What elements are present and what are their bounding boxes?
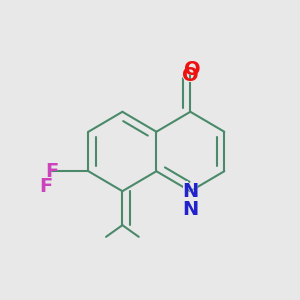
Text: N: N <box>181 181 200 201</box>
Text: O: O <box>181 66 200 86</box>
Text: N: N <box>182 182 199 201</box>
Text: F: F <box>45 161 60 181</box>
Text: O: O <box>184 60 201 79</box>
Text: F: F <box>38 177 53 197</box>
Text: N: N <box>181 199 200 219</box>
Text: O: O <box>183 59 202 79</box>
Text: O: O <box>182 66 199 85</box>
Text: F: F <box>46 162 59 181</box>
Text: F: F <box>39 177 52 196</box>
Text: N: N <box>182 200 199 218</box>
